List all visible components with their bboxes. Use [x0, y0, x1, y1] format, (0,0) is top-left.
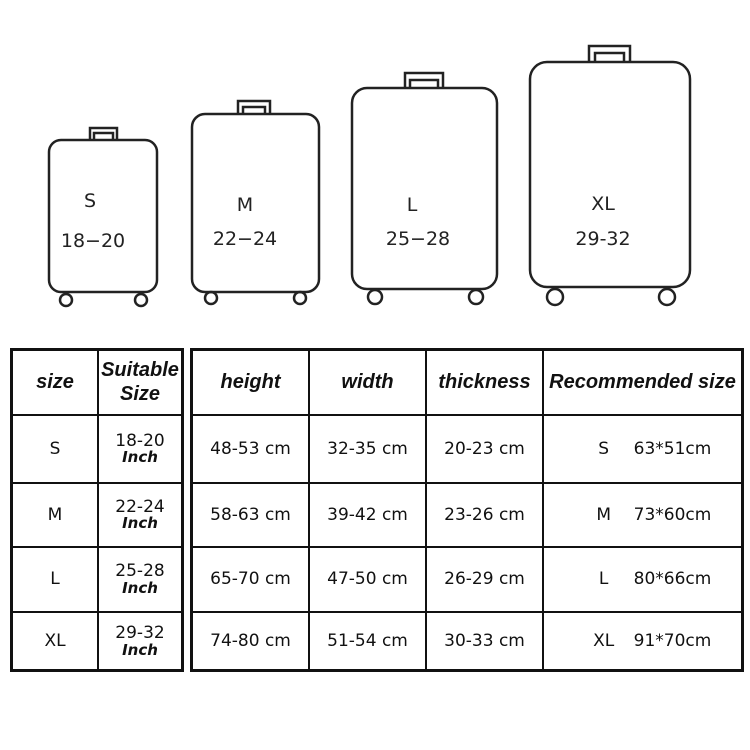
rec-size: S [598, 438, 610, 459]
header-size: size [10, 348, 99, 416]
suitcase-range-label: 22−24 [213, 228, 277, 250]
header-suitable-size: Suitable Size [97, 348, 184, 416]
suitcase-range-label: 25−28 [386, 228, 450, 250]
suitcase-size-label: L [407, 194, 418, 216]
rec-size: XL [593, 630, 615, 651]
range-value: 29-32 [115, 622, 165, 643]
unit-label: Inch [122, 514, 158, 533]
thickness-cell: 26-29 cm [425, 545, 544, 613]
suitcase-range-label: 18−20 [61, 230, 125, 252]
range-cell: 29-32 Inch [97, 610, 184, 672]
rec-dimensions: 63*51cm [633, 438, 712, 459]
size-table: size Suitable Size S 18-20 Inch M 22-24 In… [10, 348, 184, 672]
size-cell: M [10, 481, 99, 548]
dimension-table: height width thickness Recommended size … [190, 348, 744, 672]
header-height: height [190, 348, 310, 416]
table-row: S 18-20 Inch [10, 413, 184, 484]
recommended-cell: M 73*60cm [542, 481, 744, 548]
suitcase-xl: XL 29-32 [528, 44, 692, 307]
rec-dimensions: 80*66cm [633, 569, 712, 589]
suitcase-size-label: M [237, 194, 253, 216]
suitcase-size-label: XL [591, 193, 615, 215]
size-cell: L [10, 545, 99, 613]
range-cell: 25-28 Inch [97, 545, 184, 613]
header-recommended-size: Recommended size [542, 348, 744, 416]
table-row: 74-80 cm 51-54 cm 30-33 cm XL 91*70cm [190, 610, 744, 672]
header-thickness: thickness [425, 348, 544, 416]
suitcase-handle-icon [587, 44, 632, 62]
unit-label: Inch [122, 578, 158, 597]
range-cell: 22-24 Inch [97, 481, 184, 548]
height-cell: 48-53 cm [190, 413, 310, 484]
table-row: L 25-28 Inch [10, 545, 184, 613]
table-row: 58-63 cm 39-42 cm 23-26 cm M 73*60cm [190, 481, 744, 548]
table-row: 65-70 cm 47-50 cm 26-29 cm L 80*66cm [190, 545, 744, 613]
suitcase-handle-icon [236, 99, 272, 114]
table-header-row: size Suitable Size [10, 348, 184, 416]
table-row: 48-53 cm 32-35 cm 20-23 cm S 63*51cm [190, 413, 744, 484]
rec-size: M [596, 504, 611, 525]
width-cell: 47-50 cm [308, 545, 427, 613]
rec-size: L [598, 569, 609, 589]
width-cell: 39-42 cm [308, 481, 427, 548]
recommended-cell: L 80*66cm [542, 545, 744, 613]
table-row: XL 29-32 Inch [10, 610, 184, 672]
suitcase-size-label: S [84, 190, 96, 212]
unit-label: Inch [122, 448, 158, 467]
height-cell: 58-63 cm [190, 481, 310, 548]
height-cell: 65-70 cm [190, 545, 310, 613]
suitcase-illustrations: S 18−20 M 22−24 L 25−28 XL 29-32 [47, 44, 692, 308]
suitcase-range-label: 29-32 [575, 228, 630, 250]
recommended-cell: XL 91*70cm [542, 610, 744, 672]
height-cell: 74-80 cm [190, 610, 310, 672]
suitcase-m: M 22−24 [190, 99, 321, 306]
suitcase-l: L 25−28 [350, 71, 499, 306]
range-value: 22-24 [115, 496, 165, 517]
suitcase-s: S 18−20 [47, 126, 159, 308]
size-cell: XL [10, 610, 99, 672]
rec-dimensions: 73*60cm [633, 504, 712, 525]
width-cell: 32-35 cm [308, 413, 427, 484]
rec-dimensions: 91*70cm [633, 630, 712, 651]
size-cell: S [10, 413, 99, 484]
thickness-cell: 30-33 cm [425, 610, 544, 672]
range-cell: 18-20 Inch [97, 413, 184, 484]
thickness-cell: 23-26 cm [425, 481, 544, 548]
unit-label: Inch [122, 640, 158, 659]
table-row: M 22-24 Inch [10, 481, 184, 548]
table-header-row: height width thickness Recommended size [190, 348, 744, 416]
header-width: width [308, 348, 427, 416]
range-value: 18-20 [115, 430, 165, 451]
range-value: 25-28 [115, 561, 165, 582]
thickness-cell: 20-23 cm [425, 413, 544, 484]
recommended-cell: S 63*51cm [542, 413, 744, 484]
width-cell: 51-54 cm [308, 610, 427, 672]
suitcase-handle-icon [403, 71, 445, 88]
suitcase-handle-icon [88, 126, 119, 140]
